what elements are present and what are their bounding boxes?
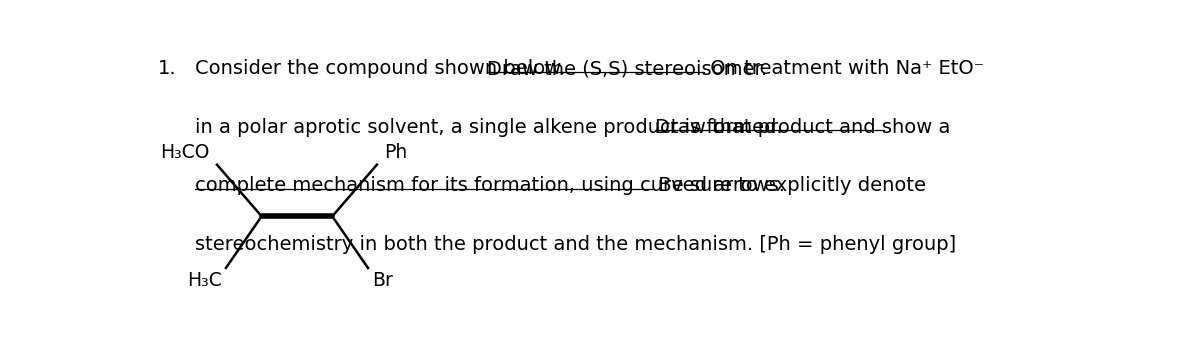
Text: Br: Br — [372, 271, 392, 290]
Text: Consider the compound shown below.: Consider the compound shown below. — [194, 59, 572, 78]
Text: H₃C: H₃C — [187, 271, 222, 290]
Text: Draw the (S,S) stereoisomer.: Draw the (S,S) stereoisomer. — [487, 59, 767, 78]
Text: H₃CO: H₃CO — [160, 143, 210, 162]
Text: stereochemistry in both the product and the mechanism. [Ph = phenyl group]: stereochemistry in both the product and … — [194, 235, 956, 254]
Text: Draw that product and show a: Draw that product and show a — [655, 118, 950, 137]
Text: Ph: Ph — [384, 143, 408, 162]
Text: in a polar aprotic solvent, a single alkene product is formed.: in a polar aprotic solvent, a single alk… — [194, 118, 788, 137]
Text: Be sure to explicitly denote: Be sure to explicitly denote — [653, 176, 926, 195]
Text: complete mechanism for its formation, using curved arrows.: complete mechanism for its formation, us… — [194, 176, 785, 195]
Text: 1.: 1. — [157, 59, 176, 78]
Text: On treatment with Na⁺ EtO⁻: On treatment with Na⁺ EtO⁻ — [704, 59, 984, 78]
